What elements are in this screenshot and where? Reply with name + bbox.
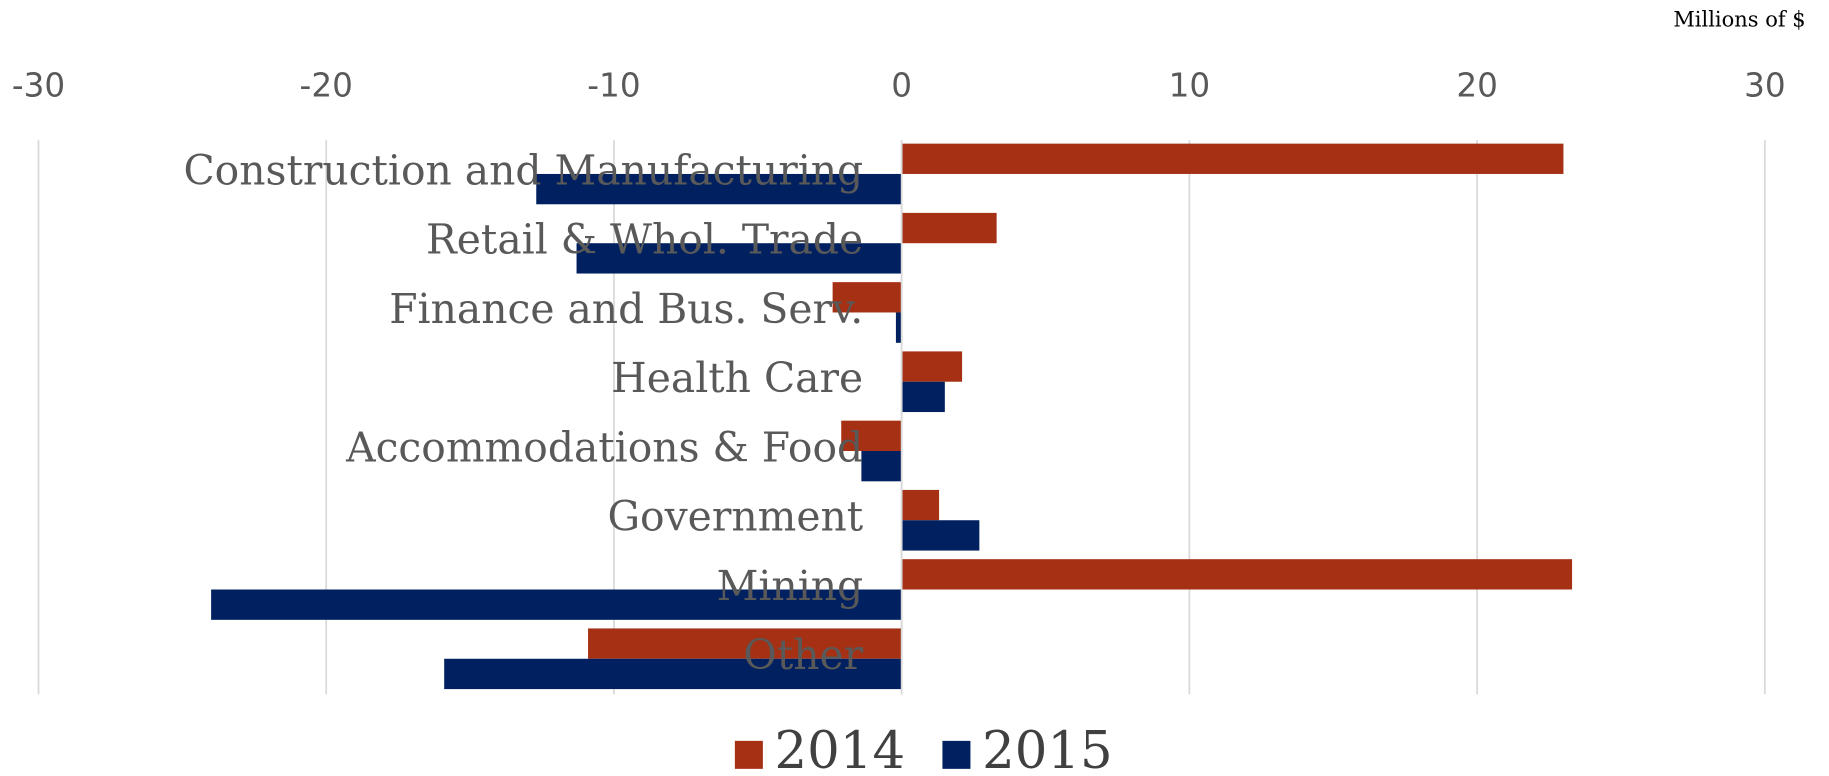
x-tick-label: 0: [891, 67, 912, 105]
x-tick-label: 10: [1169, 67, 1211, 105]
bar: [832, 282, 902, 313]
x-tick-label: -20: [300, 67, 353, 105]
bar: [901, 489, 940, 521]
bar: [211, 589, 902, 620]
category-label: Health Care: [611, 354, 863, 402]
bar: [901, 143, 1564, 174]
category-label: Mining: [717, 562, 864, 610]
category-label: Finance and Bus. Serv.: [389, 285, 863, 333]
bar: [444, 658, 902, 690]
legend-swatch: [734, 740, 763, 769]
category-label: Other: [743, 631, 863, 679]
bar: [901, 212, 997, 244]
axis-unit-label: Millions of $: [1673, 8, 1805, 32]
bar: [861, 450, 902, 482]
category-label: Construction and Manufacturing: [183, 146, 863, 194]
bar: [588, 628, 902, 659]
x-tick-label: 20: [1456, 67, 1498, 105]
bar: [901, 559, 1573, 590]
category-label: Government: [607, 493, 863, 541]
x-tick-label: -10: [587, 67, 640, 105]
x-tick-label: 30: [1744, 67, 1786, 105]
category-label: Retail & Whol. Trade: [426, 216, 863, 264]
legend-swatch: [942, 740, 971, 769]
x-tick-label: -30: [12, 67, 65, 105]
bar: [901, 381, 945, 413]
bar: [576, 243, 902, 274]
bar: [895, 312, 902, 343]
bar: [901, 351, 963, 382]
bar: [841, 420, 902, 451]
bar: [901, 520, 980, 551]
bar: [536, 173, 902, 205]
legend-label: 2015: [982, 721, 1113, 776]
legend-label: 2014: [775, 721, 906, 776]
category-label: Accommodations & Food: [345, 423, 863, 471]
